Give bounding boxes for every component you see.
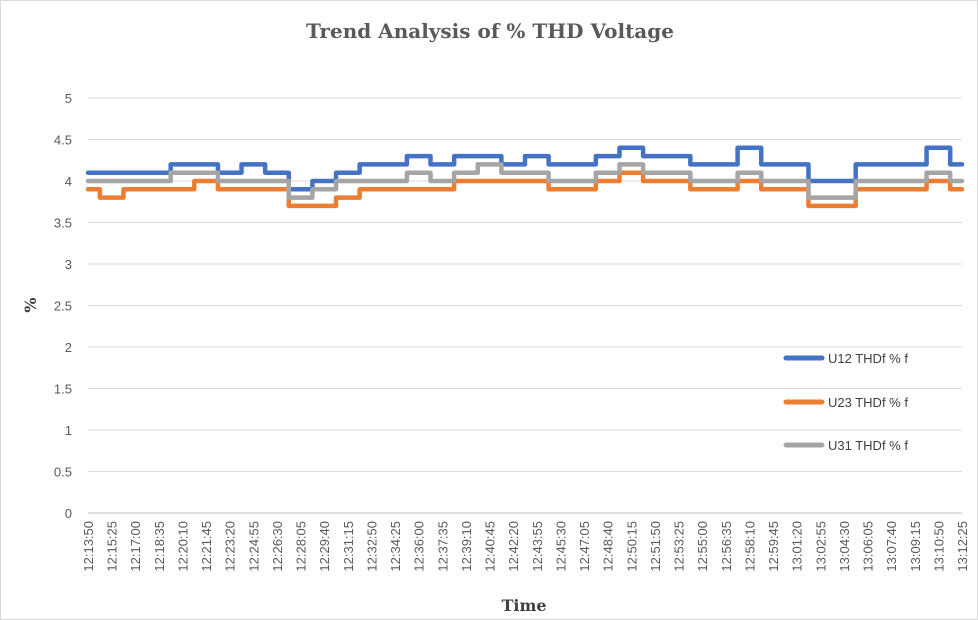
x-tick-label: 13:04:30 <box>837 521 852 572</box>
series-line-u12 <box>85 145 965 192</box>
x-tick-label: 12:48:40 <box>601 521 616 572</box>
x-tick-label: 12:23:20 <box>223 521 238 572</box>
x-tick-label: 12:34:25 <box>388 521 403 572</box>
x-tick-label: 12:53:25 <box>672 521 687 572</box>
y-tick-label: 4.5 <box>54 133 72 148</box>
legend: U12 THDf % f U23 THDf % f U31 THDf % f <box>783 351 908 453</box>
x-tick-label: 12:40:45 <box>483 521 498 572</box>
x-tick-label: 12:26:30 <box>270 521 285 572</box>
y-axis-ticks: 0 0.5 1 1.5 2 2.5 3 3.5 4 4.5 5 <box>54 91 72 521</box>
x-tick-label: 12:17:00 <box>128 521 143 572</box>
chart-title: Trend Analysis of % THD Voltage <box>306 19 674 43</box>
y-tick-label: 2 <box>65 340 72 355</box>
x-tick-label: 12:18:35 <box>152 521 167 572</box>
x-tick-label: 12:50:15 <box>624 521 639 572</box>
y-tick-label: 0.5 <box>54 465 72 480</box>
x-tick-label: 13:09:15 <box>908 521 923 572</box>
x-tick-label: 12:24:55 <box>246 521 261 572</box>
x-tick-label: 12:58:10 <box>742 521 757 572</box>
x-tick-label: 12:21:45 <box>199 521 214 572</box>
x-tick-label: 12:59:45 <box>766 521 781 572</box>
x-tick-label: 13:10:50 <box>931 521 946 572</box>
x-tick-label: 12:43:55 <box>530 521 545 572</box>
series-line-u31 <box>85 162 965 200</box>
y-tick-label: 1 <box>65 423 72 438</box>
x-tick-label: 13:06:05 <box>861 521 876 572</box>
x-tick-label: 12:39:10 <box>459 521 474 572</box>
series-line-u23 <box>85 170 965 209</box>
x-axis-title: Time <box>501 596 546 615</box>
y-tick-label: 1.5 <box>54 382 72 397</box>
y-axis-title: % <box>21 297 40 312</box>
x-tick-label: 13:01:20 <box>790 521 805 572</box>
x-tick-label: 12:31:15 <box>341 521 356 572</box>
legend-label: U12 THDf % f <box>828 351 908 366</box>
x-tick-label: 12:56:35 <box>719 521 734 572</box>
x-tick-label: 12:13:50 <box>81 521 96 572</box>
y-tick-label: 0 <box>65 506 72 521</box>
x-tick-label: 12:36:00 <box>412 521 427 572</box>
legend-label: U31 THDf % f <box>828 438 908 453</box>
x-tick-label: 12:15:25 <box>105 521 120 572</box>
y-tick-label: 5 <box>65 91 72 106</box>
y-tick-label: 3 <box>65 257 72 272</box>
x-axis-ticks: 12:13:50 12:15:25 12:17:00 12:18:35 12:20:10… <box>81 521 970 572</box>
x-tick-label: 12:42:20 <box>506 521 521 572</box>
x-tick-label: 12:20:10 <box>175 521 190 572</box>
x-tick-label: 12:37:35 <box>435 521 450 572</box>
y-tick-label: 2.5 <box>54 299 72 314</box>
x-tick-label: 13:12:25 <box>955 521 970 572</box>
y-tick-label: 3.5 <box>54 216 72 231</box>
x-tick-label: 12:29:40 <box>317 521 332 572</box>
series-lines <box>85 145 965 209</box>
x-tick-label: 12:51:50 <box>648 521 663 572</box>
x-tick-label: 12:28:05 <box>294 521 309 572</box>
legend-label: U23 THDf % f <box>828 395 908 410</box>
x-tick-label: 12:55:00 <box>695 521 710 572</box>
y-tick-label: 4 <box>65 174 72 189</box>
x-tick-label: 13:02:55 <box>813 521 828 572</box>
x-tick-label: 12:32:50 <box>364 521 379 572</box>
x-tick-label: 12:45:30 <box>553 521 568 572</box>
x-tick-label: 12:47:05 <box>577 521 592 572</box>
x-tick-label: 13:07:40 <box>884 521 899 572</box>
